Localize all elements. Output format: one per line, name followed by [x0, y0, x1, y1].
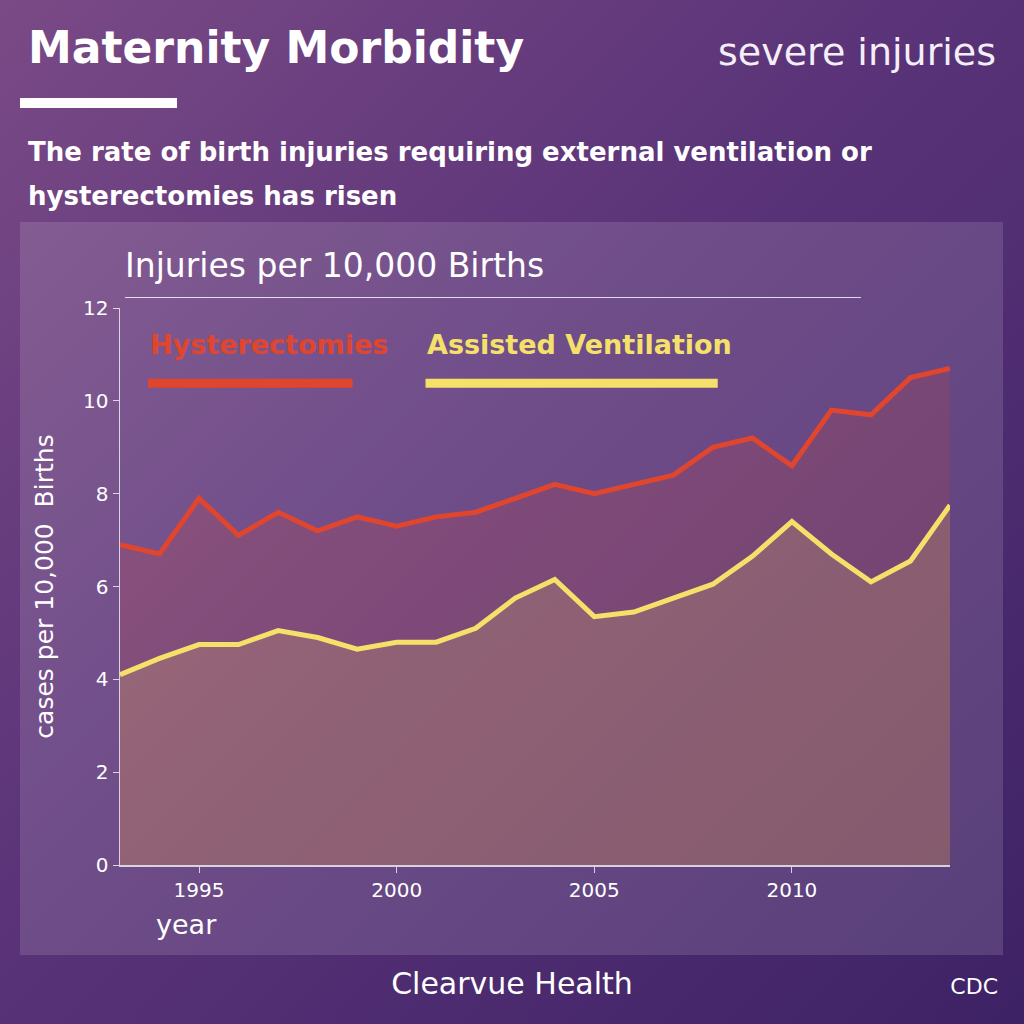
- svg-text:1995: 1995: [174, 878, 225, 902]
- svg-text:Assisted Ventilation: Assisted Ventilation: [427, 329, 732, 360]
- html-text:The rate of birth injuries req: The rate of birth injuries requiring ext…: [28, 137, 872, 211]
- svg-text:2000: 2000: [371, 878, 422, 902]
- svg-text:2005: 2005: [569, 878, 620, 902]
- svg-text:12: 12: [83, 296, 108, 320]
- svg-text:Hysterectomies: Hysterectomies: [150, 329, 388, 360]
- svg-text:2010: 2010: [766, 878, 817, 902]
- html-text:severe injuries: severe injuries: [718, 30, 996, 74]
- html-text:Clearvue Health: Clearvue Health: [391, 966, 633, 1001]
- svg-text:8: 8: [96, 482, 109, 506]
- svg-text:10: 10: [83, 389, 108, 413]
- svg-text:cases per 10,000 Births: cases per 10,000 Births: [30, 434, 59, 738]
- svg-text:2: 2: [96, 760, 109, 784]
- html-text:CDC: CDC: [950, 974, 998, 999]
- html-text:Injuries per 10,000 Births: Injuries per 10,000 Births: [125, 246, 545, 285]
- svg-text:4: 4: [96, 667, 109, 691]
- html-text:Maternity Morbidity: Maternity Morbidity: [28, 22, 525, 73]
- svg-text:0: 0: [96, 853, 109, 877]
- svg-text:year: year: [156, 909, 217, 940]
- svg-text:6: 6: [96, 575, 109, 599]
